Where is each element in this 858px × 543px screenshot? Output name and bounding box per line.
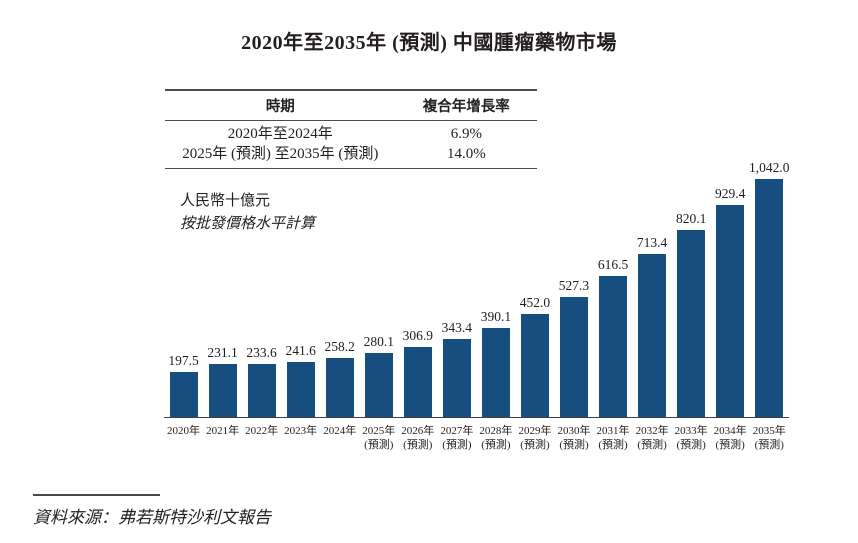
price-basis-label: 按批發價格水平計算 xyxy=(180,216,316,232)
bar-value-label: 1,042.0 xyxy=(748,160,790,175)
bar-column: 197.5 xyxy=(164,180,203,417)
cagr-value-cell: 14.0% xyxy=(446,146,486,162)
cagr-table-header-period: 時期 xyxy=(265,99,295,115)
bar-column: 258.2 xyxy=(320,180,359,417)
x-axis-label: 2030年 (預測) xyxy=(557,425,591,451)
x-axis-label: 2023年 xyxy=(284,425,318,437)
x-axis-label: 2035年 (預測) xyxy=(752,425,786,451)
y-axis-unit-label: 人民幣十億元 xyxy=(180,193,271,209)
cagr-period-cell: 2025年 (預測) 至2035年 (預測) xyxy=(182,146,379,162)
page-title: 2020年至2035年 (預測) 中國腫瘤藥物市場 xyxy=(241,32,617,54)
x-axis-label: 2025年 (預測) xyxy=(362,425,396,451)
bar xyxy=(403,347,432,417)
x-axis-label: 2028年 (預測) xyxy=(479,425,513,451)
bar xyxy=(169,372,198,417)
bar-value-label: 306.9 xyxy=(402,328,433,343)
bar-chart: 197.5 231.1 233.6 241.6 258.2 280.1 306.9 343.4… xyxy=(164,161,789,418)
bar-column: 306.9 xyxy=(398,180,437,417)
x-axis-label: 2033年 (預測) xyxy=(674,425,708,451)
bar xyxy=(599,276,628,417)
x-axis-label: 2034年 (預測) xyxy=(713,425,747,451)
bar xyxy=(208,364,237,417)
bar-value-label: 390.1 xyxy=(480,309,512,324)
bar-value-label: 929.4 xyxy=(714,186,746,201)
cagr-table-body: 2020年至2024年 6.9% 2025年 (預測) 至2035年 (預測) 14.… xyxy=(165,121,537,169)
x-axis-labels: 2020年 2021年 2022年 2023年 2024年 2025年 (預測) 2026年(… xyxy=(164,424,789,452)
bar-column: 231.1 xyxy=(203,180,242,417)
bar-value-label: 820.1 xyxy=(675,211,707,226)
x-axis-label: 2024年 xyxy=(323,425,357,437)
bar xyxy=(442,339,471,417)
bar-column: 343.4 xyxy=(437,180,476,417)
source-note: 資料來源：弗若斯特沙利文報告 xyxy=(33,508,271,527)
bar-value-label: 713.4 xyxy=(636,235,668,250)
bar xyxy=(481,328,510,417)
x-axis-label: 2026年 (預測) xyxy=(401,425,435,451)
bar xyxy=(559,297,588,417)
bar xyxy=(364,353,393,417)
bar-value-label: 452.0 xyxy=(519,295,551,310)
bar-column: 1,042.0 xyxy=(749,161,789,417)
cagr-value-cell: 6.9% xyxy=(450,126,482,142)
bar xyxy=(716,205,745,417)
x-axis-label: 2022年 xyxy=(245,425,279,437)
bar-column: 929.4 xyxy=(711,180,750,417)
x-axis-label: 2032年 (預測) xyxy=(635,425,669,451)
bar-value-label: 258.2 xyxy=(324,339,355,354)
bar-value-label: 233.6 xyxy=(246,345,277,360)
cagr-table-row: 2020年至2024年 6.9% xyxy=(165,124,537,144)
bar-value-label: 197.5 xyxy=(168,353,199,368)
cagr-period-cell: 2020年至2024年 xyxy=(227,126,333,142)
bar-column: 616.5 xyxy=(594,180,633,417)
x-axis-label: 2027年 (預測) xyxy=(440,425,474,451)
bar xyxy=(286,362,315,417)
bar-value-label: 280.1 xyxy=(363,334,394,349)
bar-column: 233.6 xyxy=(242,180,281,417)
cagr-table-header-cagr: 複合年增長率 xyxy=(422,99,510,115)
bar-value-label: 231.1 xyxy=(207,345,238,360)
bar xyxy=(677,230,706,417)
bar-column: 390.1 xyxy=(476,180,515,417)
bar-value-label: 527.3 xyxy=(558,278,590,293)
bar xyxy=(247,364,276,417)
bar-value-label: 343.4 xyxy=(441,320,473,335)
bar-column: 241.6 xyxy=(281,180,320,417)
cagr-table: 時期 複合年增長率 2020年至2024年 6.9% 2025年 (預測) 至203… xyxy=(165,89,537,169)
bar-column: 713.4 xyxy=(633,180,672,417)
bar-value-label: 616.5 xyxy=(597,257,629,272)
bar-column: 820.1 xyxy=(672,180,711,417)
bar xyxy=(638,254,667,417)
bar-column: 452.0 xyxy=(515,180,554,417)
x-axis-label: 2031年 (預測) xyxy=(596,425,630,451)
cagr-table-header: 時期 複合年增長率 xyxy=(165,89,537,121)
cagr-table-row: 2025年 (預測) 至2035年 (預測) 14.0% xyxy=(165,144,537,164)
x-axis-label: 2020年 xyxy=(167,425,201,437)
bar-value-label: 241.6 xyxy=(285,343,316,358)
source-divider-line xyxy=(33,494,160,496)
bar xyxy=(755,179,784,417)
x-axis-label: 2021年 xyxy=(206,425,240,437)
bar-column: 527.3 xyxy=(554,180,593,417)
bar xyxy=(325,358,354,417)
bar-column: 280.1 xyxy=(359,180,398,417)
bar xyxy=(520,314,549,417)
x-axis-label: 2029年 (預測) xyxy=(518,425,552,451)
